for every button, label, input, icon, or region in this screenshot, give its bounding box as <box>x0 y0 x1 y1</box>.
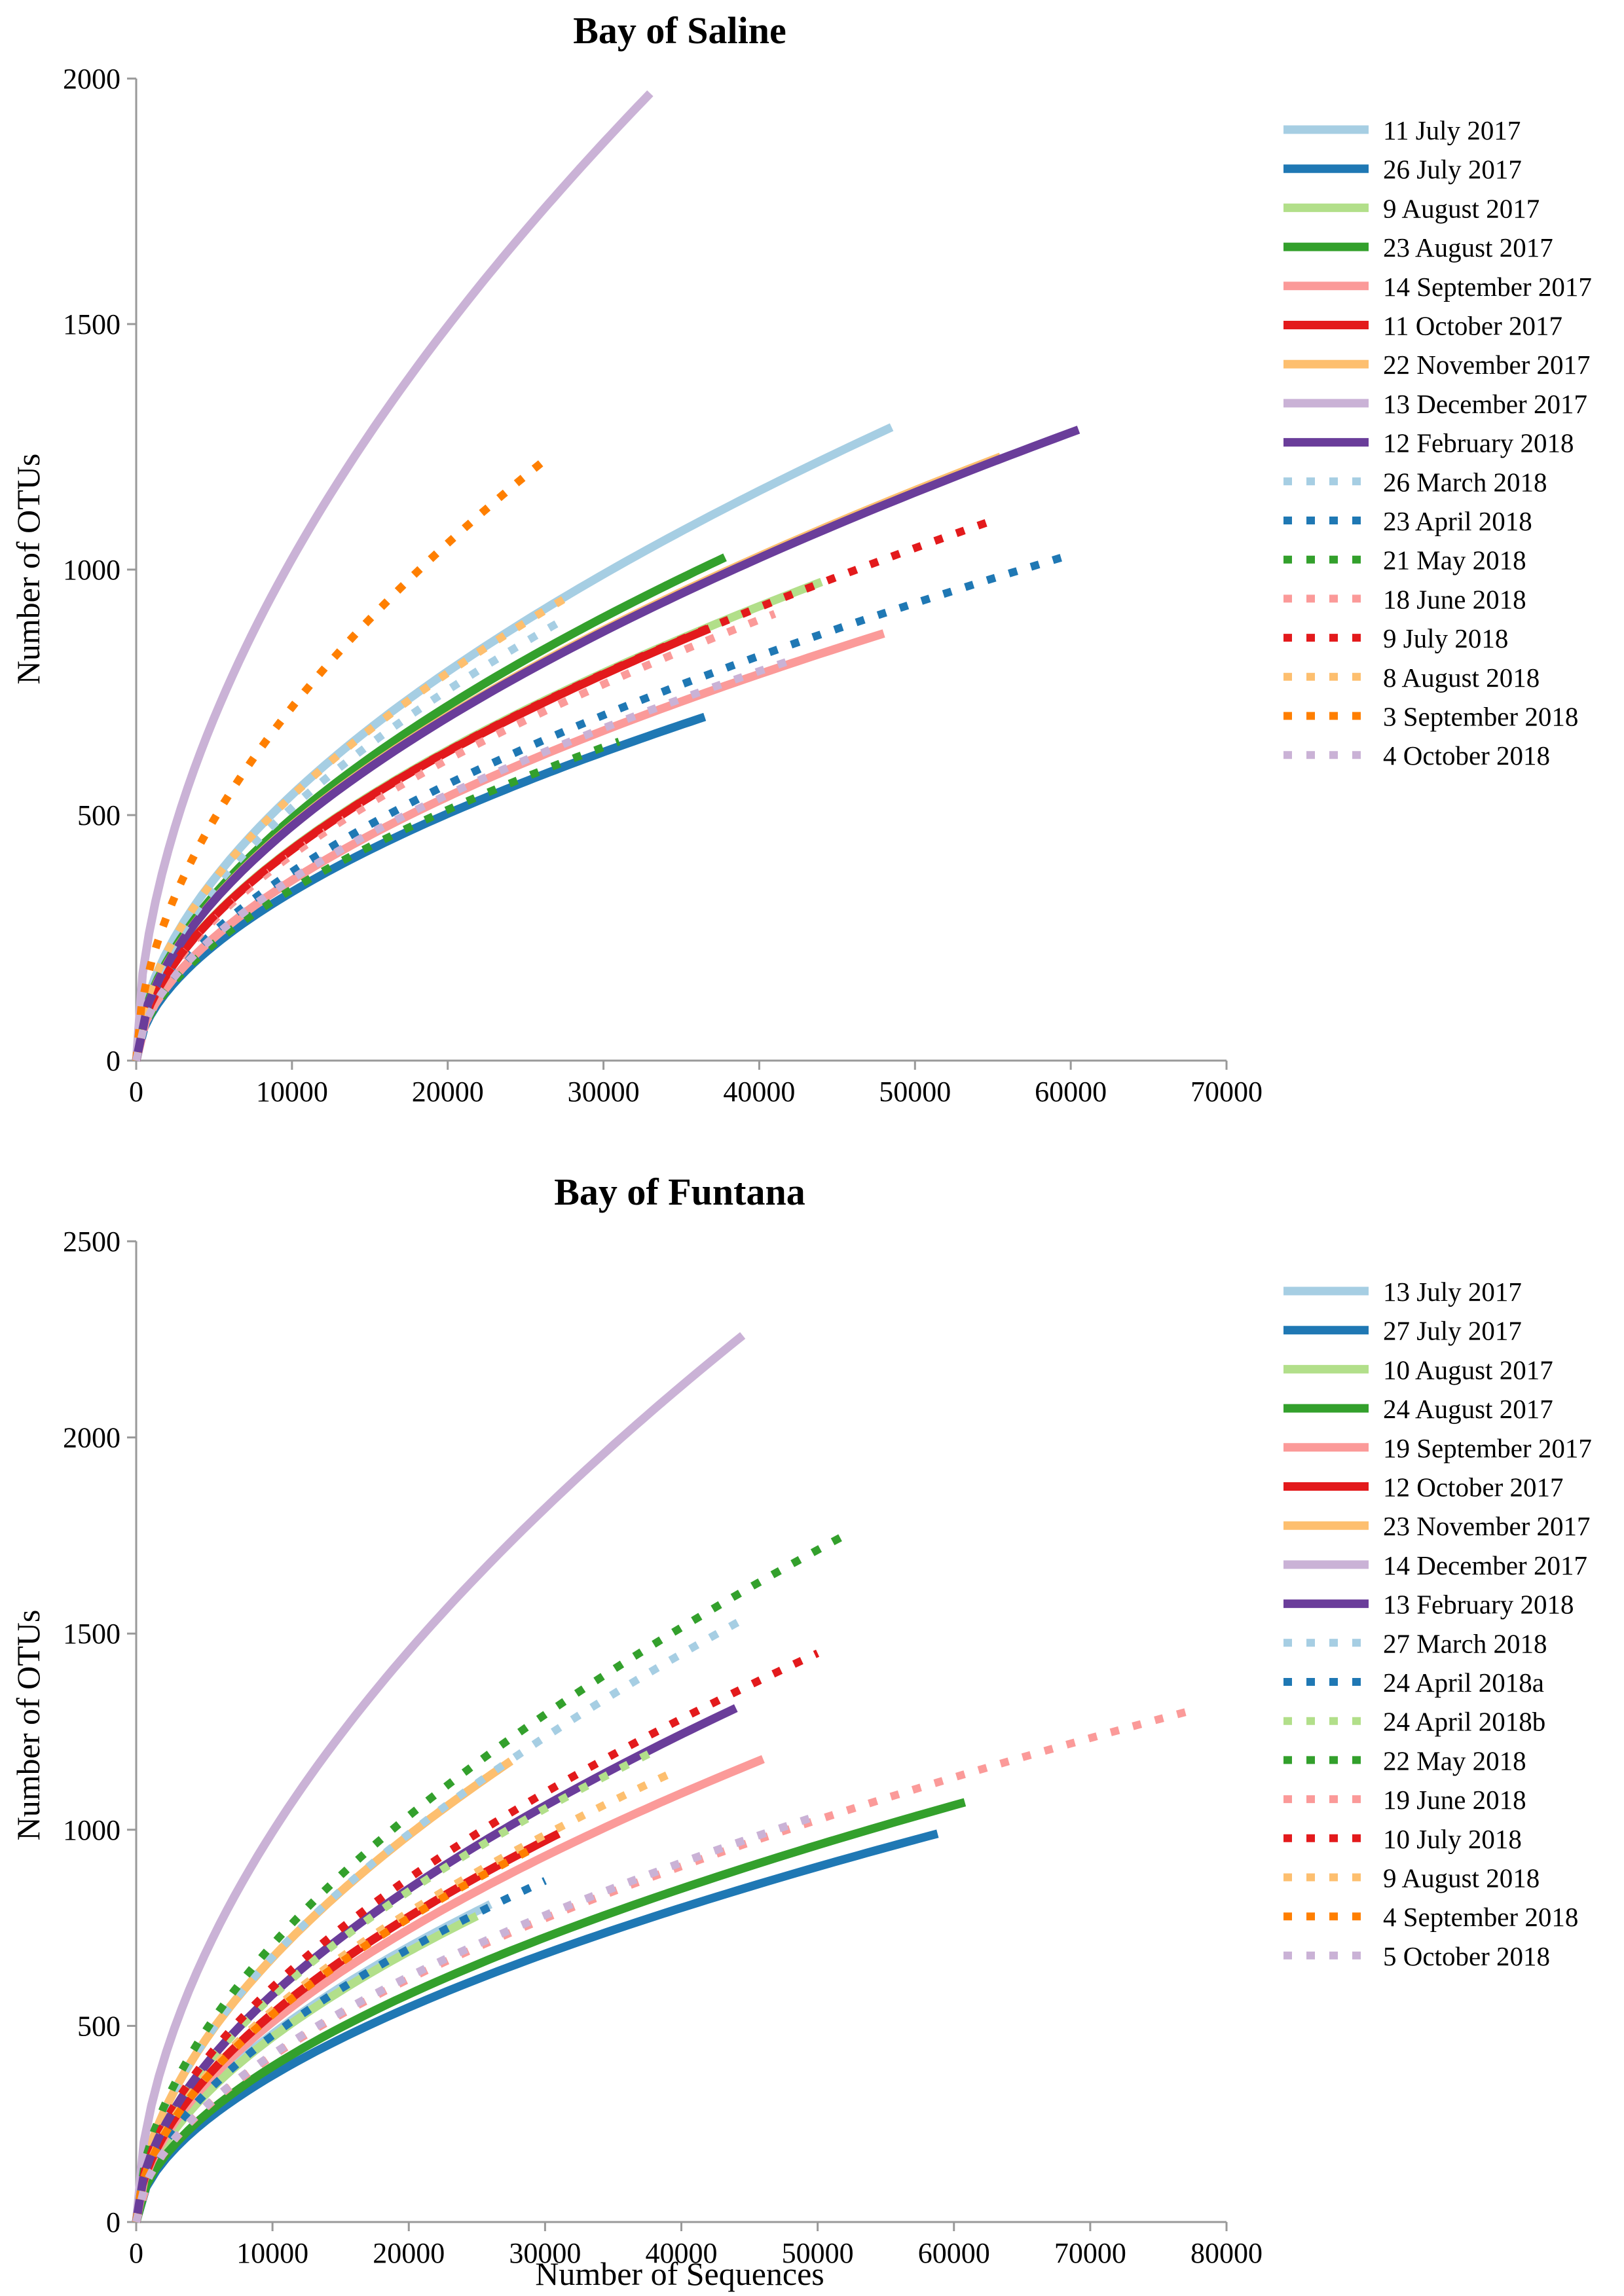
legend-label: 3 September 2018 <box>1383 702 1578 732</box>
series-line <box>132 423 894 1062</box>
legend: 13 July 2017 27 July 2017 10 August 2017 24… <box>1283 1277 1592 1971</box>
legend-label: 21 May 2018 <box>1383 545 1526 575</box>
series-line <box>132 426 1080 1062</box>
x-tick-label: 70000 <box>1190 1076 1263 1108</box>
legend-label: 23 April 2018 <box>1383 506 1532 536</box>
series-line <box>132 1708 1187 2223</box>
x-tick-label: 20000 <box>412 1076 484 1108</box>
legend-label: 8 August 2018 <box>1383 663 1540 693</box>
legend-label: 26 March 2018 <box>1383 467 1547 497</box>
y-tick-label: 1000 <box>63 1814 120 1846</box>
legend-label: 18 June 2018 <box>1383 584 1526 614</box>
y-tick-label: 0 <box>106 2206 120 2238</box>
y-axis-label: Number of OTUs <box>10 1610 46 1841</box>
y-tick-label: 500 <box>77 799 120 831</box>
x-tick-label: 0 <box>129 2237 143 2269</box>
series-line <box>132 1332 746 2223</box>
plot-area <box>132 90 1080 1062</box>
legend-label: 27 March 2018 <box>1383 1628 1547 1658</box>
axes: 0 10000 20000 30000 40000 50000 60000 70000 0 500… <box>63 63 1263 1108</box>
x-tick-label: 10000 <box>256 1076 328 1108</box>
legend-label: 13 July 2017 <box>1383 1277 1522 1307</box>
legend-label: 12 October 2017 <box>1383 1472 1564 1503</box>
x-tick-label: 60000 <box>1035 1076 1107 1108</box>
chart-bay-of-funtana: Bay of Funtana Number of OTUs Number of … <box>10 1171 1592 2292</box>
x-tick-label: 80000 <box>1190 2237 1263 2269</box>
legend-label: 12 February 2018 <box>1383 428 1574 458</box>
y-tick-label: 2500 <box>63 1226 120 1258</box>
y-tick-label: 2000 <box>63 63 120 95</box>
axes: 0 10000 20000 30000 40000 50000 60000 70000 8000… <box>63 1226 1263 2269</box>
x-tick-label: 50000 <box>782 2237 854 2269</box>
legend-label: 13 February 2018 <box>1383 1590 1574 1620</box>
legend-label: 23 August 2017 <box>1383 232 1553 263</box>
x-tick-label: 60000 <box>918 2237 990 2269</box>
legend-label: 24 April 2018a <box>1383 1667 1544 1698</box>
series-line <box>132 591 575 1061</box>
x-axis-label: Number of Sequences <box>535 2255 824 2292</box>
series-line <box>132 452 1003 1062</box>
y-axis-label: Number of OTUs <box>10 454 46 685</box>
legend: 11 July 2017 26 July 2017 9 August 2017 23 … <box>1283 115 1592 771</box>
chart-bay-of-saline: Bay of Saline Number of OTUs 0 10000 20000… <box>10 9 1592 1108</box>
legend-label: 19 June 2018 <box>1383 1785 1526 1815</box>
plot-area <box>132 1332 1187 2223</box>
series-line <box>132 1798 967 2223</box>
legend-label: 13 December 2017 <box>1383 389 1587 419</box>
legend-label: 11 July 2017 <box>1383 115 1521 145</box>
chart-title: Bay of Saline <box>573 9 786 52</box>
legend-label: 23 November 2017 <box>1383 1511 1591 1541</box>
series-line <box>132 1649 820 2223</box>
legend-label: 10 July 2018 <box>1383 1824 1522 1854</box>
legend-label: 4 October 2018 <box>1383 740 1550 771</box>
legend-label: 4 September 2018 <box>1383 1902 1578 1932</box>
y-tick-label: 0 <box>106 1045 120 1077</box>
legend-label: 14 December 2017 <box>1383 1550 1587 1580</box>
legend-label: 26 July 2017 <box>1383 155 1522 185</box>
legend-label: 22 May 2018 <box>1383 1745 1526 1776</box>
legend-label: 24 August 2017 <box>1383 1394 1553 1424</box>
x-tick-label: 30000 <box>568 1076 640 1108</box>
y-tick-label: 1500 <box>63 308 120 340</box>
series-line <box>132 1771 670 2223</box>
legend-label: 24 April 2018b <box>1383 1707 1545 1737</box>
y-tick-label: 1000 <box>63 554 120 586</box>
legend-label: 9 August 2017 <box>1383 193 1540 223</box>
legend-label: 14 September 2017 <box>1383 272 1592 302</box>
y-tick-label: 500 <box>77 2010 120 2042</box>
legend-label: 22 November 2017 <box>1383 350 1591 380</box>
series-line <box>132 1755 765 2223</box>
x-tick-label: 70000 <box>1054 2237 1126 2269</box>
series-line <box>132 1846 534 2223</box>
x-tick-label: 40000 <box>723 1076 795 1108</box>
x-tick-label: 30000 <box>509 2237 581 2269</box>
chart-title: Bay of Funtana <box>554 1171 805 1213</box>
series-line <box>132 1612 752 2223</box>
series-line <box>132 1704 738 2223</box>
x-tick-label: 20000 <box>373 2237 445 2269</box>
legend-label: 10 August 2017 <box>1383 1355 1553 1385</box>
x-tick-label: 10000 <box>236 2237 308 2269</box>
series-line <box>132 1747 656 2223</box>
y-tick-label: 2000 <box>63 1422 120 1454</box>
x-tick-label: 0 <box>129 1076 143 1108</box>
legend-label: 19 September 2017 <box>1383 1433 1592 1463</box>
x-tick-label: 50000 <box>879 1076 951 1108</box>
y-tick-label: 1500 <box>63 1618 120 1650</box>
x-tick-label: 40000 <box>646 2237 718 2269</box>
series-line <box>132 551 1072 1062</box>
legend-label: 5 October 2018 <box>1383 1941 1550 1971</box>
legend-label: 9 August 2018 <box>1383 1863 1540 1893</box>
series-line <box>132 90 654 1061</box>
series-line <box>132 610 777 1062</box>
series-line <box>132 517 995 1062</box>
series-line <box>132 1814 813 2223</box>
series-line <box>132 629 885 1062</box>
legend-label: 11 October 2017 <box>1383 311 1562 341</box>
legend-label: 27 July 2017 <box>1383 1316 1522 1346</box>
legend-label: 9 July 2018 <box>1383 623 1508 653</box>
series-line <box>132 1829 939 2223</box>
